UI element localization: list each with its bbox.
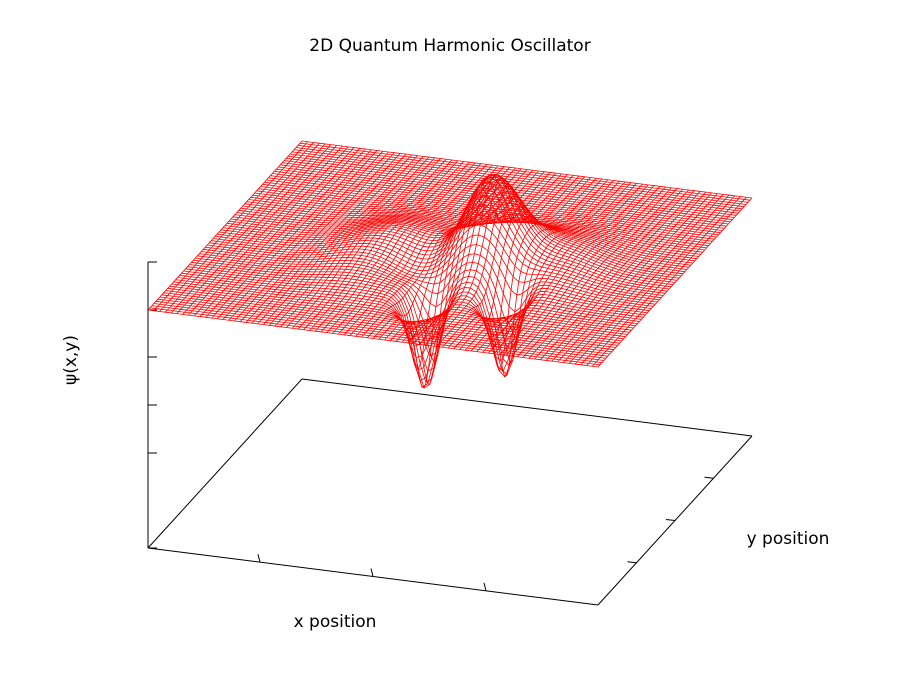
surface-column-line bbox=[516, 187, 672, 358]
surface-column-line bbox=[482, 183, 637, 353]
surface-column-line bbox=[407, 173, 562, 344]
surface-column-line bbox=[193, 146, 349, 317]
surface-column-line bbox=[251, 153, 407, 324]
surface-column-line bbox=[499, 185, 655, 355]
surface-column-line bbox=[228, 150, 384, 321]
surface-column-line bbox=[505, 186, 660, 356]
surface-column-line bbox=[522, 188, 678, 358]
surface-column-line bbox=[540, 190, 695, 360]
surface-column-line bbox=[147, 140, 303, 311]
surface-column-line bbox=[511, 186, 666, 357]
surface-column-line bbox=[211, 148, 366, 319]
surface-column-line bbox=[234, 151, 389, 322]
surface-row-line bbox=[167, 287, 618, 346]
surface-column-line bbox=[338, 164, 493, 335]
axes-frame bbox=[147, 262, 753, 606]
surface-column-line bbox=[597, 197, 753, 368]
y-axis-label: y position bbox=[747, 529, 830, 549]
surface-column-line bbox=[257, 154, 412, 325]
base-back-edge bbox=[301, 378, 753, 437]
surface-column-line bbox=[240, 152, 395, 322]
surface-column-line bbox=[372, 169, 528, 341]
surface-column-line bbox=[274, 156, 430, 327]
surface-column-line bbox=[355, 167, 510, 337]
surface-column-line bbox=[320, 162, 476, 333]
base-left-edge bbox=[147, 378, 303, 549]
y-axis-tick bbox=[627, 561, 637, 564]
surface-column-line bbox=[303, 160, 459, 330]
surface-column-line bbox=[534, 189, 689, 360]
axis-ticks bbox=[148, 261, 714, 591]
surface-column-line bbox=[545, 191, 701, 361]
surface-column-line bbox=[222, 150, 378, 320]
surface-column-line bbox=[390, 171, 545, 385]
surface-column-line bbox=[159, 142, 314, 312]
x-axis-tick bbox=[257, 554, 261, 563]
surface-column-line bbox=[395, 172, 551, 362]
surface-column-line bbox=[591, 197, 747, 367]
surface-column-line bbox=[384, 170, 539, 389]
surface-column-line bbox=[332, 164, 487, 334]
surface-row-line bbox=[175, 279, 626, 338]
surface-column-line bbox=[182, 145, 337, 315]
surface-column-line bbox=[447, 178, 603, 349]
surface-column-line bbox=[245, 153, 401, 323]
surface-column-line bbox=[361, 167, 516, 338]
surface-column-line bbox=[153, 141, 309, 311]
surface-column-line bbox=[205, 148, 360, 318]
surface-column-line bbox=[343, 165, 499, 336]
surface-column-line bbox=[568, 194, 724, 364]
x-axis-label: x position bbox=[294, 612, 377, 632]
surface-column-line bbox=[309, 161, 464, 331]
surface-column-line bbox=[493, 184, 649, 355]
x-axis-tick bbox=[483, 582, 487, 591]
surface-column-line bbox=[297, 159, 453, 330]
surface-column-line bbox=[216, 149, 372, 320]
z-axis-label: ψ(x,y) bbox=[61, 335, 81, 385]
surface-column-line bbox=[413, 174, 568, 344]
surface-column-line bbox=[580, 195, 735, 366]
surface-column-line bbox=[165, 142, 320, 313]
y-axis-tick bbox=[704, 476, 714, 479]
surface-column-line bbox=[441, 178, 597, 348]
surface-column-line bbox=[586, 196, 741, 366]
surface-column-line bbox=[349, 166, 505, 336]
surface-column-line bbox=[366, 168, 522, 339]
surface-column-line bbox=[326, 163, 482, 333]
surface-column-line bbox=[170, 143, 326, 314]
surface-column-line bbox=[436, 177, 591, 347]
surface-row-line bbox=[183, 270, 634, 382]
surface-column-line bbox=[453, 179, 609, 372]
surface-column-line bbox=[291, 159, 447, 329]
surface-column-line bbox=[551, 191, 707, 362]
surface-column-line bbox=[470, 181, 626, 352]
surface-column-line bbox=[286, 158, 441, 328]
surface-column-line bbox=[488, 183, 643, 354]
surface-column-line bbox=[476, 182, 632, 352]
surface-column-line bbox=[176, 144, 332, 314]
surface-column-line bbox=[418, 173, 574, 345]
surface-column-line bbox=[199, 147, 355, 317]
surface-column-line bbox=[424, 175, 580, 346]
surface-column-line bbox=[430, 176, 585, 347]
surface-column-line bbox=[268, 156, 424, 326]
surface-column-line bbox=[315, 161, 470, 332]
surface-column-line bbox=[188, 145, 343, 316]
surface-mesh bbox=[147, 140, 753, 389]
surface-column-line bbox=[557, 192, 712, 363]
x-axis-tick bbox=[370, 568, 374, 577]
surface-column-line bbox=[459, 180, 614, 378]
surface-column-line bbox=[280, 157, 435, 328]
y-axis-tick bbox=[665, 519, 676, 521]
surface-column-line bbox=[263, 155, 418, 325]
surface-column-line bbox=[563, 193, 718, 363]
surface-column-line bbox=[528, 188, 684, 359]
surface-column-line bbox=[574, 194, 730, 365]
chart-title: 2D Quantum Harmonic Oscillator bbox=[309, 36, 590, 56]
surface-column-line bbox=[465, 180, 620, 364]
